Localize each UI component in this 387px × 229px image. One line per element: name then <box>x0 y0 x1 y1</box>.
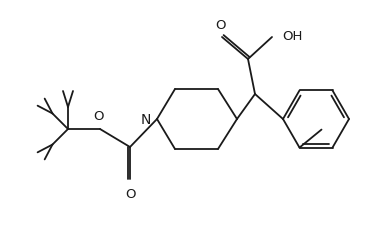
Text: O: O <box>216 19 226 32</box>
Text: O: O <box>125 187 135 200</box>
Text: O: O <box>93 109 103 123</box>
Text: N: N <box>140 112 151 126</box>
Text: OH: OH <box>282 29 302 42</box>
